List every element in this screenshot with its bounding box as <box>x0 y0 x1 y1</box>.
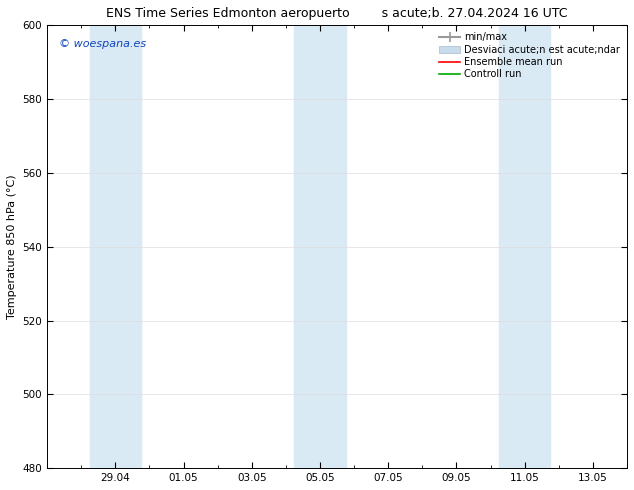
Legend: min/max, Desviaci acute;n est acute;ndar, Ensemble mean run, Controll run: min/max, Desviaci acute;n est acute;ndar… <box>436 29 623 82</box>
Bar <box>90 25 141 468</box>
Bar <box>294 25 346 468</box>
Text: © woespana.es: © woespana.es <box>59 39 146 49</box>
Bar <box>499 25 550 468</box>
Title: ENS Time Series Edmonton aeropuerto        s acute;b. 27.04.2024 16 UTC: ENS Time Series Edmonton aeropuerto s ac… <box>107 7 568 20</box>
Y-axis label: Temperature 850 hPa (°C): Temperature 850 hPa (°C) <box>7 174 17 319</box>
